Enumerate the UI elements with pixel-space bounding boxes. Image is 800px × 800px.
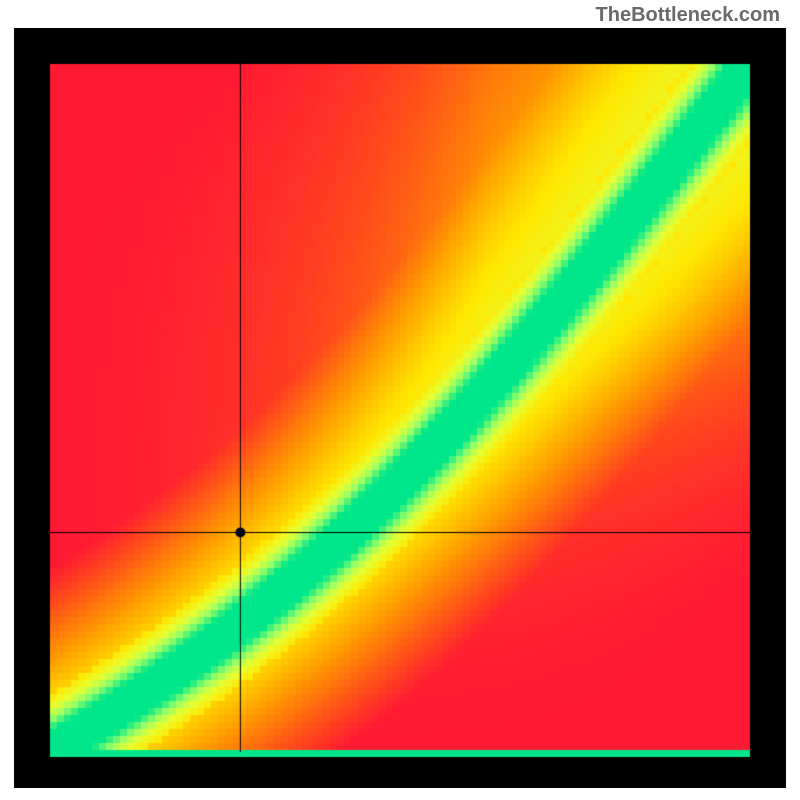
attribution-text: TheBottleneck.com bbox=[596, 4, 780, 27]
heatmap-plot bbox=[14, 28, 786, 788]
